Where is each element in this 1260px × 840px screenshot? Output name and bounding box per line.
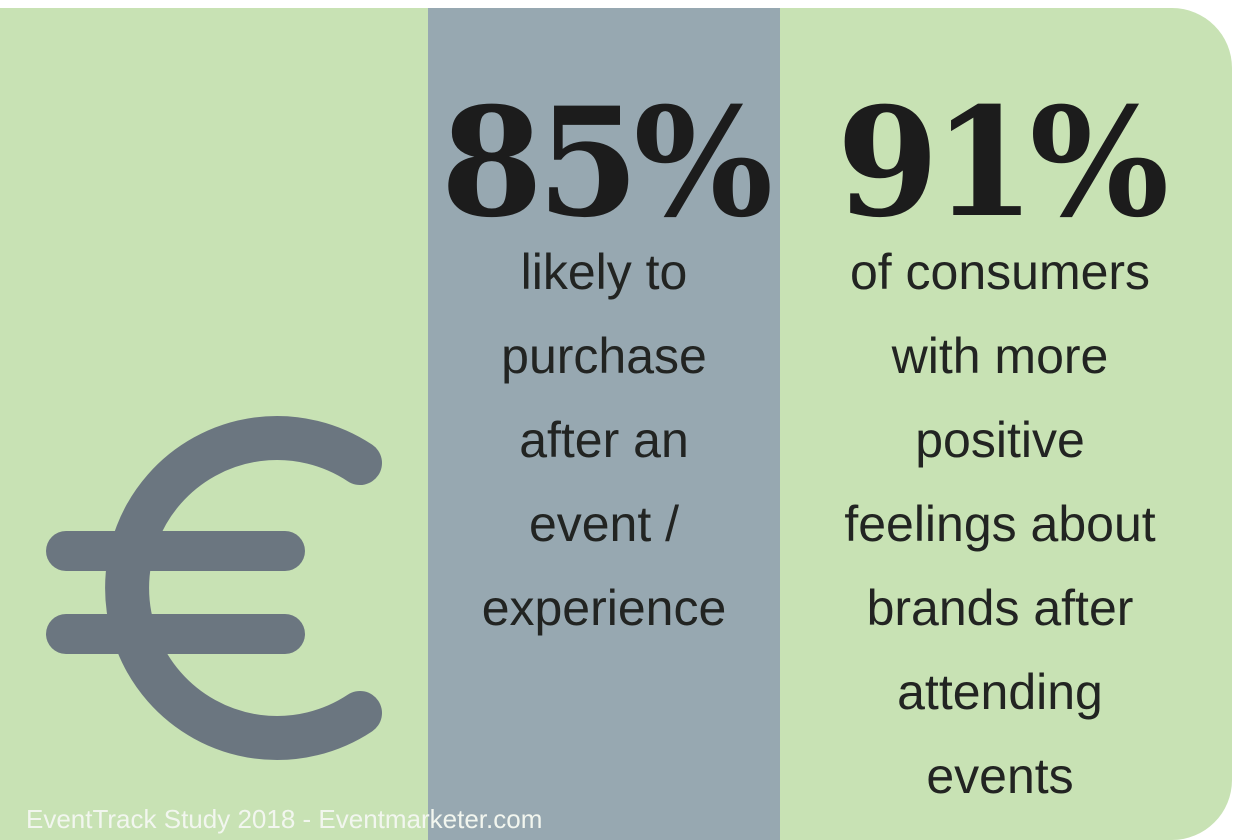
stat-value: 91% <box>836 75 1169 251</box>
stat-value: 85% <box>440 75 773 251</box>
stat-caption: likely to purchase after an event / expe… <box>481 244 727 636</box>
stat-positive-feelings: 91% of consumers with more positive feel… <box>790 8 1210 818</box>
stat-caption: of consumers with more positive feelings… <box>844 244 1156 804</box>
euro-icon <box>46 416 382 760</box>
source-credit: EventTrack Study 2018 - Eventmarketer.co… <box>26 804 543 834</box>
stat-purchase: 85% likely to purchase after an event / … <box>428 8 780 650</box>
middle-band <box>428 8 780 840</box>
infographic-card: 85% likely to purchase after an event / … <box>0 8 1232 840</box>
